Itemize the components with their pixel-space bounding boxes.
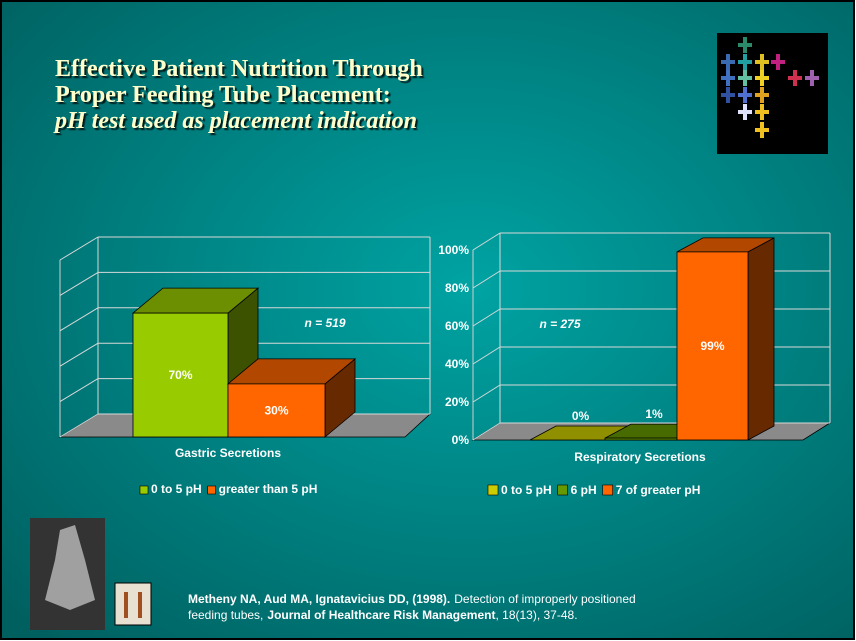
citation-text: Detection of improperly positioned xyxy=(454,592,635,606)
legend-label: 7 of greater pH xyxy=(616,483,701,497)
bar xyxy=(227,383,326,438)
logo-crosses xyxy=(721,37,819,138)
citation-text: feeding tubes, xyxy=(188,608,263,622)
citation-line: feeding tubes, Journal of Healthcare Risk… xyxy=(188,608,578,622)
logo xyxy=(717,33,828,154)
grid-line xyxy=(472,232,501,251)
logo-cross xyxy=(743,70,747,86)
data-label: 1% xyxy=(645,407,663,421)
legend-label: 0 to 5 pH xyxy=(501,483,552,497)
grid-line xyxy=(59,378,99,403)
grid-line xyxy=(472,422,501,441)
bar xyxy=(604,437,678,441)
legend-swatch xyxy=(207,485,216,495)
title-line: Effective Patient Nutrition Through xyxy=(55,56,423,82)
y-tick-label: 20% xyxy=(445,395,469,409)
citation-line: Metheny NA, Aud MA, Ignatavicius DD, (19… xyxy=(188,592,636,606)
bar xyxy=(676,251,749,441)
grid-line xyxy=(59,413,99,438)
tube-image xyxy=(114,582,152,626)
data-label: 30% xyxy=(264,403,288,417)
legend-label: 6 pH xyxy=(571,483,597,497)
category-label: Respiratory Secretions xyxy=(574,450,706,464)
logo-cross xyxy=(760,87,764,103)
legend-swatch xyxy=(602,484,613,496)
bar-side xyxy=(747,237,775,441)
grid-line xyxy=(472,346,501,365)
logo-cross xyxy=(726,54,730,70)
grid-line xyxy=(472,308,501,327)
annotation: n = 519 xyxy=(304,316,345,330)
grid-line xyxy=(59,271,99,296)
data-label: 99% xyxy=(700,339,724,353)
y-tick-label: 40% xyxy=(445,357,469,371)
title: Effective Patient Nutrition Through Prop… xyxy=(53,56,423,134)
logo-cross xyxy=(743,54,747,70)
logo-cross xyxy=(776,54,780,70)
data-label: 0% xyxy=(572,409,590,423)
title-line: pH test used as placement indication xyxy=(53,108,417,134)
data-label: 70% xyxy=(168,368,192,382)
tube-detail xyxy=(138,592,142,618)
legend-swatch xyxy=(139,485,149,495)
legend-swatch xyxy=(487,484,499,496)
title-line: Proper Feeding Tube Placement: xyxy=(55,82,391,108)
legend-label: 0 to 5 pH xyxy=(151,482,202,496)
logo-cross xyxy=(743,37,747,53)
logo-box xyxy=(717,33,828,154)
xray-detail xyxy=(45,525,95,610)
logo-cross xyxy=(810,70,814,86)
logo-cross xyxy=(760,104,764,120)
legend-swatch xyxy=(557,484,568,496)
citation-text: , 18(13), 37-48. xyxy=(495,608,577,622)
tube-detail xyxy=(124,592,128,618)
y-tick-label: 100% xyxy=(438,243,469,257)
citation-authors: Metheny NA, Aud MA, Ignatavicius DD, (19… xyxy=(188,592,450,606)
grid-line xyxy=(59,342,99,367)
annotation: n = 275 xyxy=(539,317,580,331)
logo-cross xyxy=(760,70,764,86)
logo-cross xyxy=(726,87,730,103)
legend-label: greater than 5 pH xyxy=(219,482,318,496)
grid-line xyxy=(59,236,99,261)
grid-line xyxy=(472,270,501,289)
logo-cross xyxy=(760,54,764,70)
grid-line xyxy=(472,384,501,403)
grid-line xyxy=(59,307,99,332)
logo-cross xyxy=(726,70,730,86)
y-tick-label: 0% xyxy=(452,433,470,447)
citation-journal: Journal of Healthcare Risk Management xyxy=(267,608,495,622)
logo-cross xyxy=(743,87,747,103)
logo-cross xyxy=(760,122,764,138)
logo-cross xyxy=(793,70,797,86)
bar xyxy=(132,312,229,438)
y-tick-label: 80% xyxy=(445,281,469,295)
category-label: Gastric Secretions xyxy=(175,446,281,460)
y-tick-label: 60% xyxy=(445,319,469,333)
logo-cross xyxy=(743,104,747,120)
